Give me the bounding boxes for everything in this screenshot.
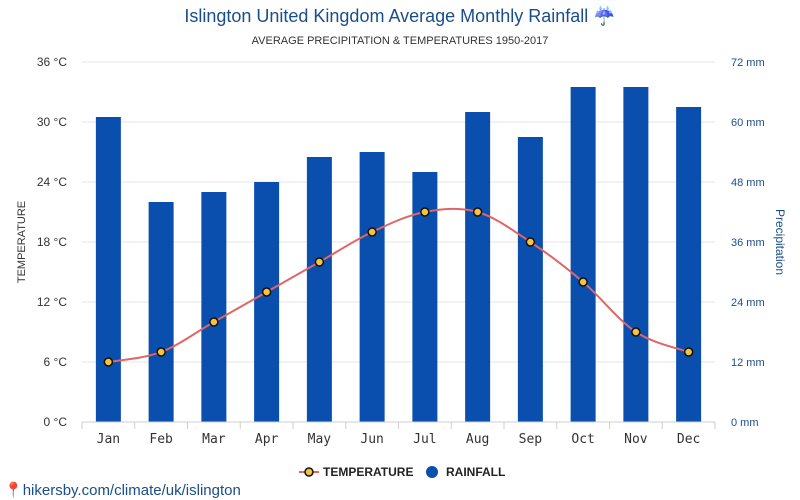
rainfall-bar xyxy=(201,192,227,422)
legend-item-rainfall[interactable]: RAINFALL xyxy=(426,465,505,479)
temperature-point xyxy=(472,207,483,217)
temperature-point xyxy=(261,287,272,297)
left-tick-label: 36 °C xyxy=(37,55,67,69)
gridlines xyxy=(82,61,715,363)
x-tick-label: Apr xyxy=(255,432,279,447)
right-axis-title: Precipitation xyxy=(773,209,787,275)
rainfall-bar xyxy=(359,152,385,422)
rainfall-bar xyxy=(148,202,174,422)
rainfall-bar xyxy=(570,87,596,422)
chart-subtitle: AVERAGE PRECIPITATION & TEMPERATURES 195… xyxy=(251,35,549,47)
legend-item-temperature[interactable]: TEMPERATURE xyxy=(299,465,413,479)
left-tick-label: 6 °C xyxy=(44,355,68,369)
rainfall-bar xyxy=(517,137,543,422)
source-link[interactable]: 📍hikersby.com/climate/uk/islington xyxy=(4,481,241,499)
line-marker-icon-dot xyxy=(304,467,314,477)
rainfall-bar xyxy=(95,117,121,422)
temperature-point xyxy=(367,227,377,237)
left-axis-title: TEMPERATURE xyxy=(16,201,28,283)
temperature-point xyxy=(525,237,536,247)
left-axis-ticks: 0 °C 6 °C 12 °C 18 °C 24 °C 30 °C 36 °C xyxy=(37,55,67,429)
rainfall-bar xyxy=(306,157,332,422)
left-tick-label: 24 °C xyxy=(37,175,67,189)
x-tick-label: Jun xyxy=(360,432,383,447)
temperature-point xyxy=(156,347,166,357)
x-tick-label: Jul xyxy=(413,432,436,447)
left-tick-label: 0 °C xyxy=(44,415,68,429)
x-tick-label: Mar xyxy=(202,432,226,447)
source-link-text: hikersby.com/climate/uk/islington xyxy=(22,482,241,499)
right-tick-label: 72 mm xyxy=(731,57,765,69)
right-tick-label: 24 mm xyxy=(731,297,765,309)
temperature-point xyxy=(631,327,641,337)
circle-icon xyxy=(426,466,438,478)
legend: TEMPERATURE RAINFALL xyxy=(299,465,505,479)
rainfall-bar xyxy=(465,112,491,422)
temperature-point xyxy=(420,207,430,217)
x-tick-label: Oct xyxy=(571,432,594,447)
left-tick-label: 12 °C xyxy=(37,295,67,309)
x-tick-label: Sep xyxy=(519,432,543,447)
legend-label-temperature: TEMPERATURE xyxy=(323,465,413,479)
right-tick-label: 0 mm xyxy=(731,417,759,429)
x-tick-label: Jan xyxy=(97,432,120,447)
rainfall-bars xyxy=(95,87,702,422)
temperature-point xyxy=(209,317,219,327)
temperature-point xyxy=(683,347,694,357)
rainfall-bar xyxy=(623,87,649,422)
left-tick-label: 18 °C xyxy=(37,235,67,249)
temperature-points xyxy=(103,207,694,367)
right-tick-label: 60 mm xyxy=(731,117,765,129)
rainfall-bar xyxy=(254,182,280,422)
temperature-line xyxy=(108,207,689,363)
location-pin-icon: 📍 xyxy=(4,482,23,499)
right-tick-label: 48 mm xyxy=(731,177,765,189)
x-tick-label: Dec xyxy=(677,432,700,447)
x-tick-label: May xyxy=(308,432,332,447)
x-tick-label: Aug xyxy=(466,432,489,447)
legend-label-rainfall: RAINFALL xyxy=(446,465,505,479)
chart-title: Islington United Kingdom Average Monthly… xyxy=(184,6,616,26)
right-tick-label: 12 mm xyxy=(731,357,765,369)
x-tick-label: Feb xyxy=(149,432,173,447)
rainfall-bar xyxy=(676,107,702,422)
right-tick-label: 36 mm xyxy=(731,237,765,249)
right-axis-ticks: 0 mm 12 mm 24 mm 36 mm 48 mm 60 mm 72 mm xyxy=(731,57,765,429)
x-tick-label: Nov xyxy=(624,432,648,447)
temperature-point xyxy=(103,357,114,367)
left-tick-label: 30 °C xyxy=(37,115,67,129)
temperature-point xyxy=(578,277,588,287)
temperature-point xyxy=(314,257,325,267)
x-axis: Jan Feb Mar Apr May Jun Jul Aug Sep Oct Nov Dec xyxy=(81,421,716,447)
